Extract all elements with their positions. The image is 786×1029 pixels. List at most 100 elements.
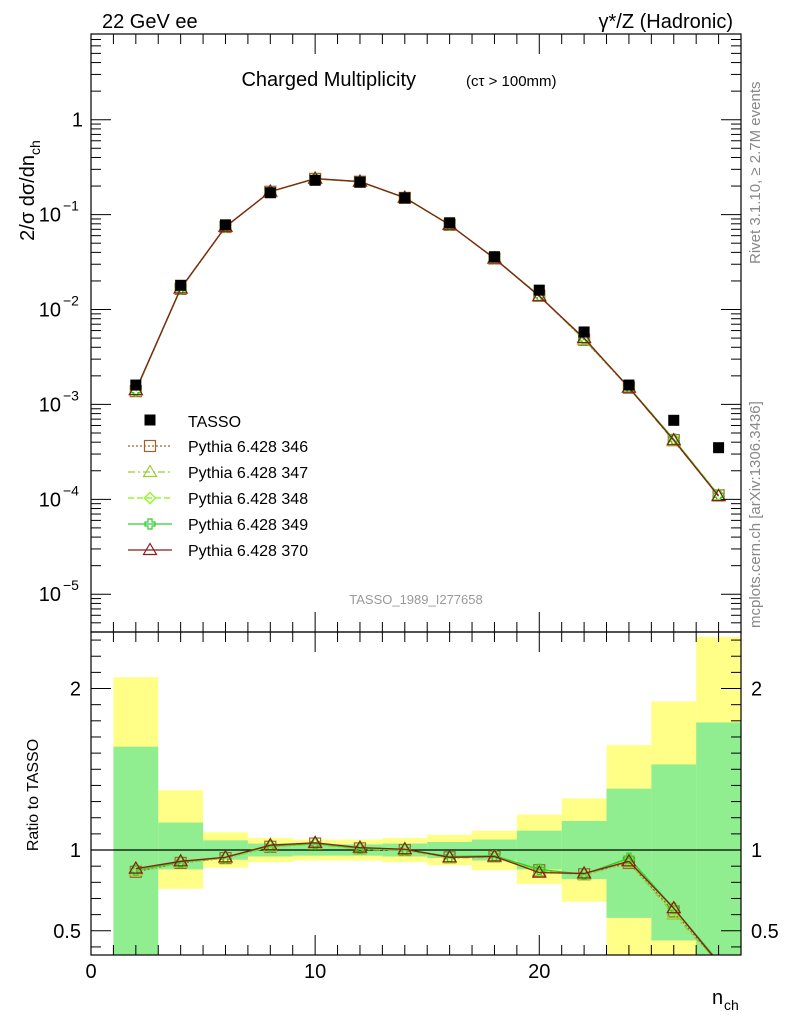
legend-marker-1 <box>143 439 157 453</box>
series-5-point <box>666 432 682 446</box>
ratio-series-5-point <box>442 849 458 863</box>
data-point <box>354 176 366 188</box>
ratio-plot-panel: 0.5 0.51 12 20 10 20 Ratio to TASSO n ch <box>25 631 779 1013</box>
data-point <box>399 192 411 204</box>
ratio-series-4-point <box>533 863 545 876</box>
main-y-tick-exponent: −3 <box>63 387 79 403</box>
ratio-series-3-point <box>488 849 501 863</box>
ratio-series-5-point <box>173 853 189 867</box>
analysis-watermark: TASSO_1989_I277658 <box>349 592 482 607</box>
ratio-plot-axes: 0.5 0.51 12 20 10 20 <box>53 631 779 983</box>
legend-label-4: Pythia 6.428 349 <box>188 517 308 534</box>
ratio-series-5-line <box>135 842 713 955</box>
ratio-y-tick-label-right: 2 <box>751 679 762 701</box>
main-y-tick-label: 10 <box>39 584 61 606</box>
ratio-series-lines <box>128 835 715 955</box>
series-5-line <box>135 177 720 497</box>
legend-marker-4 <box>144 518 156 530</box>
legend-label-3: Pythia 6.428 348 <box>188 491 308 508</box>
data-point <box>309 174 321 186</box>
main-plot-marks <box>128 170 727 502</box>
main-y-tick-label: 10 <box>39 394 61 416</box>
ratio-series-5-point <box>262 837 278 851</box>
ratio-series-3-point <box>622 853 636 867</box>
main-y-tick-exponent: −2 <box>63 293 79 309</box>
ratio-y-tick-label-right: 0.5 <box>751 921 779 943</box>
ratio-y-tick-label: 1 <box>70 840 81 862</box>
main-y-axis-label-main: 2/σ dσ/dn <box>17 155 39 241</box>
data-point <box>264 187 276 199</box>
ratio-y-axis-label: Ratio to TASSO <box>25 739 42 851</box>
ratio-series-5-point <box>486 848 502 862</box>
header-right-label: γ*/Z (Hadronic) <box>599 11 733 33</box>
series-5-point <box>711 488 727 502</box>
data-point <box>130 379 142 391</box>
legend-marker-2 <box>142 464 158 478</box>
ratio-series-4-point <box>264 840 276 852</box>
ratio-series-5-point <box>397 841 413 855</box>
legend-marker-tasso <box>144 414 156 426</box>
ratio-series-5-point <box>666 900 682 914</box>
ratio-series-5-point <box>576 865 592 879</box>
main-y-tick-label: 1 <box>72 110 83 132</box>
ratio-y-tick-label: 2 <box>70 679 81 701</box>
main-y-tick-exponent: −4 <box>63 482 79 498</box>
ratio-series-5-point <box>217 849 234 863</box>
main-y-tick-exponent: −5 <box>63 577 79 593</box>
ratio-series-5-point <box>307 835 323 848</box>
ratio-frame <box>90 631 742 956</box>
data-point <box>713 442 725 454</box>
mcplots-label: mcplots.cern.ch [arXiv:1306.3436] <box>747 401 764 628</box>
x-axis-label-main: n <box>712 987 723 1009</box>
uncertainty-band-green <box>651 764 697 941</box>
legend-label-1: Pythia 6.428 346 <box>188 439 308 456</box>
main-plot-panel: 10 −510 −410 −310 −210 −11 Charged Multiplici… <box>17 33 742 633</box>
main-y-tick-label: 10 <box>39 205 61 227</box>
plot-title: Charged Multiplicity <box>241 69 416 91</box>
x-axis-label: n ch <box>712 987 739 1013</box>
x-tick-label: 0 <box>85 961 96 983</box>
main-y-axis-label: 2/σ dσ/dn ch <box>17 140 43 241</box>
ratio-series-4-point <box>175 856 187 868</box>
legend-label-5: Pythia 6.428 370 <box>188 543 308 560</box>
main-y-tick-label: 10 <box>39 300 61 322</box>
ratio-series-5-group <box>128 835 713 955</box>
ratio-plot-marks <box>91 636 741 955</box>
plot-subtitle: (cτ > 100mm) <box>466 73 557 90</box>
data-point <box>623 379 635 391</box>
uncertainty-band-green <box>113 746 159 955</box>
main-y-tick-exponent: −1 <box>63 198 79 214</box>
data-point <box>444 217 456 229</box>
ratio-series-4-point <box>309 837 321 850</box>
x-axis-label-sub: ch <box>724 997 739 1013</box>
data-point <box>533 284 545 296</box>
data-series-group <box>130 174 725 454</box>
ratio-series-4-point <box>399 843 411 856</box>
ratio-y-tick-label: 0.5 <box>53 921 81 943</box>
rivet-label: Rivet 3.1.10, ≥ 2.7M events <box>747 82 764 265</box>
header-left-label: 22 GeV ee <box>102 11 198 33</box>
main-y-tick-label: 10 <box>39 489 61 511</box>
legend: TASSO Pythia 6.428 346 Pythia 6.428 347 Pyt… <box>128 414 308 560</box>
ratio-series-2-point <box>666 906 682 920</box>
data-point <box>578 326 590 338</box>
x-tick-label: 10 <box>304 961 326 983</box>
data-point <box>219 219 231 231</box>
ratio-series-1-line <box>135 842 713 955</box>
data-point <box>175 279 187 291</box>
legend-marker-5 <box>142 542 158 556</box>
main-y-axis-label-sub: ch <box>27 140 43 155</box>
main-plot-axes: 10 −510 −410 −310 −210 −11 <box>39 33 742 633</box>
legend-label-tasso: TASSO <box>188 414 241 431</box>
legend-label-2: Pythia 6.428 347 <box>188 465 308 482</box>
ratio-y-tick-label-right: 1 <box>751 840 762 862</box>
ratio-series-5-point <box>621 853 637 867</box>
legend-marker-3 <box>143 491 157 505</box>
x-tick-label: 20 <box>528 961 550 983</box>
data-point <box>488 251 500 263</box>
ratio-series-5-point <box>531 864 547 878</box>
ratio-series-5-point <box>352 839 368 853</box>
ratio-series-5-point <box>128 860 144 874</box>
